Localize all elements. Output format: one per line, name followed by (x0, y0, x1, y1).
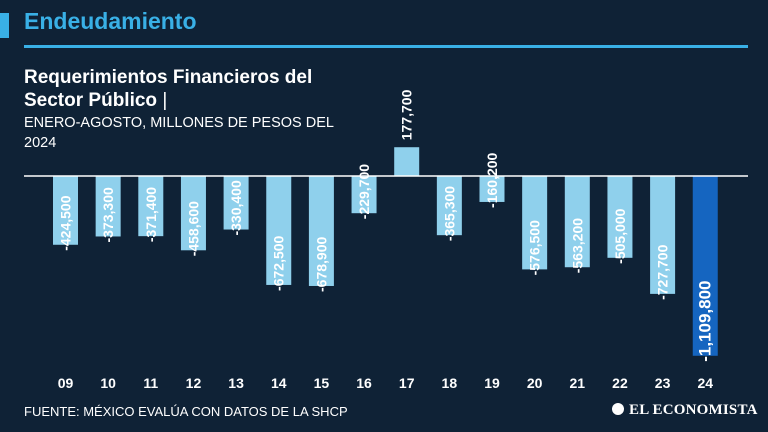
chart-title: Requerimientos Financieros del Sector Pú… (24, 66, 344, 112)
category-label-18: 18 (442, 375, 458, 391)
bar-16 (351, 176, 377, 214)
category-label-10: 10 (100, 375, 116, 391)
category-label-15: 15 (314, 375, 330, 391)
logo-text: EL ECONOMISTA (629, 402, 758, 418)
value-label-17: 177,700 (399, 89, 415, 140)
value-label-23: -727,700 (655, 244, 671, 299)
bar-17 (394, 147, 420, 176)
bar-09 (53, 176, 78, 245)
value-label-10: -373,300 (100, 187, 116, 242)
header-rule (24, 45, 748, 48)
bar-19 (479, 176, 505, 202)
category-label-22: 22 (612, 375, 628, 391)
bar-15 (308, 176, 334, 286)
title-separator: | (162, 90, 168, 111)
category-label-11: 11 (143, 375, 158, 391)
bar-11 (138, 176, 164, 237)
value-label-22: -505,000 (612, 208, 628, 263)
bar-14 (266, 176, 292, 285)
value-label-14: -672,500 (271, 235, 287, 290)
section-accent-bar (0, 13, 9, 38)
category-label-24: 24 (697, 375, 713, 391)
chart-title-text: Requerimientos Financieros del Sector Pú… (24, 67, 313, 111)
bar-24 (692, 176, 718, 356)
value-label-24: -1,109,800 (696, 280, 715, 361)
bar-13 (223, 176, 249, 230)
value-label-12: -458,600 (185, 201, 201, 256)
value-label-20: -576,500 (527, 220, 543, 275)
category-label-14: 14 (271, 375, 287, 391)
bar-23 (650, 176, 676, 294)
value-label-15: -678,900 (313, 236, 329, 291)
value-label-09: -424,500 (58, 195, 74, 250)
category-label-20: 20 (527, 375, 543, 391)
source-note: FUENTE: MÉXICO EVALÚA CON DATOS DE LA SH… (24, 404, 348, 419)
category-label-23: 23 (655, 375, 671, 391)
value-label-21: -563,200 (569, 218, 585, 273)
category-label-12: 12 (186, 375, 202, 391)
bar-10 (95, 176, 121, 237)
value-label-16: -229,700 (356, 164, 372, 219)
category-label-19: 19 (484, 375, 500, 391)
category-label-17: 17 (399, 375, 415, 391)
bar-21 (564, 176, 590, 268)
bar-22 (607, 176, 633, 258)
publisher-logo: EL ECONOMISTA (612, 402, 758, 419)
value-label-13: -330,400 (228, 180, 244, 235)
value-label-18: -365,300 (441, 186, 457, 241)
category-label-13: 13 (228, 375, 244, 391)
bar-12 (180, 176, 206, 251)
section-title: Endeudamiento (24, 8, 197, 34)
bar-18 (436, 176, 462, 236)
category-label-09: 09 (58, 375, 74, 391)
category-label-16: 16 (356, 375, 372, 391)
logo-mark-icon (612, 403, 624, 415)
chart-subtitle: ENERO-AGOSTO, MILLONES DE PESOS DEL 2024 (24, 115, 334, 151)
value-label-11: -371,400 (143, 187, 159, 242)
bar-20 (522, 176, 548, 270)
category-label-21: 21 (570, 375, 586, 391)
value-label-19: -160,200 (484, 152, 500, 207)
